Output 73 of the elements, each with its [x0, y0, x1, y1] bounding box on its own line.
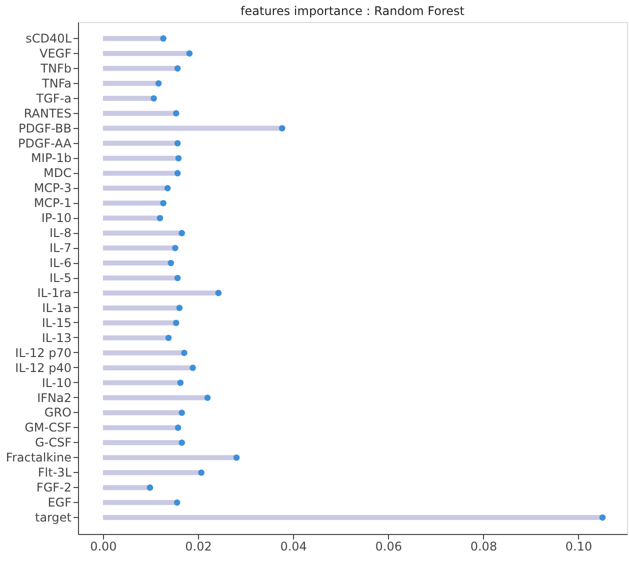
y-tick-label: TNFa	[41, 76, 72, 90]
y-tick-label: IL-10	[42, 376, 72, 390]
y-tick-label: IL-13	[42, 330, 72, 345]
point	[215, 290, 222, 296]
point	[174, 140, 181, 146]
y-tick-label: IL-12 p70	[15, 346, 72, 360]
point	[178, 410, 186, 416]
y-tick-label: IL-7	[50, 241, 72, 256]
y-tick-label: IL-6	[50, 256, 72, 270]
point	[174, 170, 181, 176]
point	[178, 440, 186, 446]
point	[146, 484, 154, 491]
y-tick-label: sCD40L	[26, 31, 72, 46]
point	[174, 274, 181, 282]
y-tick-label: IFNa2	[37, 390, 72, 405]
chart-title: features importance : Random Forest	[240, 4, 465, 18]
x-tick-label: 0.04	[280, 540, 307, 554]
y-tick-label: IL-15	[42, 316, 72, 330]
y-tick-label: target	[35, 510, 72, 525]
y-tick-label: FGF-2	[36, 480, 72, 495]
y-tick-label: TGF-a	[35, 91, 72, 106]
y-tick-label: IL-12 p40	[15, 360, 72, 375]
point	[233, 454, 240, 461]
point	[150, 95, 157, 102]
point	[186, 50, 193, 57]
y-tick-label: GM-CSF	[24, 420, 72, 435]
x-tick-label: 0.02	[185, 540, 212, 554]
y-tick-label: IL-8	[50, 226, 72, 240]
y-tick-label: G-CSF	[34, 436, 72, 450]
point	[165, 334, 172, 342]
point	[172, 320, 180, 326]
point	[198, 469, 205, 476]
y-tick-label: MDC	[44, 166, 72, 180]
y-tick-label: Flt-3L	[38, 466, 72, 480]
point	[174, 499, 180, 506]
point	[160, 200, 166, 206]
y-tick-label: MCP-1	[34, 196, 72, 210]
y-tick-label: IL-5	[50, 271, 72, 285]
point	[174, 65, 181, 72]
x-tick-label: 0.00	[90, 540, 117, 554]
y-tick-label: EGF	[48, 496, 72, 510]
y-tick-label: IP-10	[41, 211, 72, 226]
point	[168, 260, 174, 266]
point	[178, 230, 186, 236]
point	[175, 155, 182, 162]
y-tick-label: IL-1ra	[37, 286, 72, 300]
point	[174, 424, 182, 431]
point	[599, 514, 606, 521]
y-tick-label: MCP-3	[34, 181, 72, 196]
y-tick-label: RANTES	[24, 106, 72, 120]
y-tick-label: MIP-1b	[31, 151, 72, 166]
point	[176, 304, 183, 312]
point	[156, 214, 164, 222]
point	[181, 350, 188, 356]
point	[164, 185, 171, 192]
point	[172, 110, 180, 116]
y-tick-label: PDGF-BB	[18, 121, 72, 136]
y-tick-label: VEGF	[40, 46, 72, 60]
point	[278, 125, 286, 132]
point	[155, 80, 162, 87]
point	[204, 394, 211, 401]
y-tick-label: Fractalkine	[6, 450, 72, 465]
point	[160, 35, 166, 42]
x-tick-label: 0.08	[470, 540, 498, 554]
y-tick-label: PDGF-AA	[18, 136, 72, 150]
y-tick-label: GRO	[44, 406, 72, 420]
x-tick-label: 0.10	[565, 540, 592, 554]
y-tick-label: TNFb	[40, 61, 72, 76]
point	[172, 244, 178, 252]
point	[177, 380, 184, 386]
x-tick-label: 0.06	[375, 540, 402, 554]
point	[190, 364, 196, 371]
y-tick-label: IL-1a	[42, 300, 72, 315]
